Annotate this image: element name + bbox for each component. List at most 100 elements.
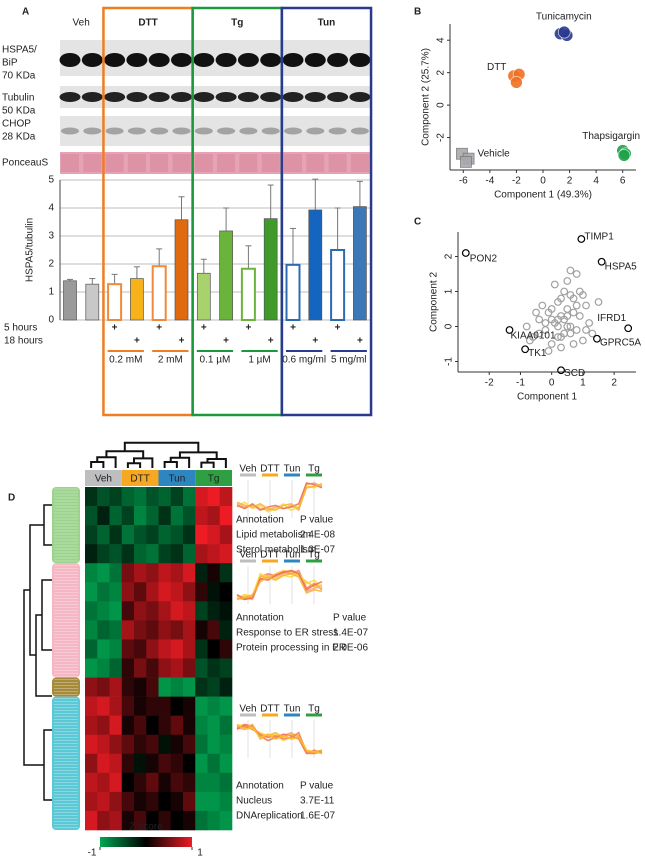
heatmap-cell	[146, 582, 159, 602]
heatmap-cell	[134, 506, 147, 526]
heatmap-cell	[158, 506, 172, 526]
heatmap-cell	[134, 582, 147, 602]
heatmap-cell	[109, 734, 123, 755]
group-label: Tun	[318, 18, 336, 29]
heatmap-cell	[207, 715, 221, 736]
heatmap-cell	[134, 791, 147, 812]
blot-band	[105, 127, 124, 135]
blot-band	[81, 53, 103, 67]
blot-band	[327, 53, 349, 67]
heatmap-cell	[134, 620, 147, 640]
heatmap-cell	[195, 753, 208, 774]
bar	[285, 263, 301, 321]
heatmap-cell	[146, 791, 159, 812]
heatmap-cell	[170, 620, 184, 640]
blot-band	[127, 127, 146, 135]
gene-label: KIAA0101	[511, 331, 556, 342]
point	[505, 326, 514, 334]
dendrogram	[90, 461, 105, 468]
heatmap-cell	[146, 639, 159, 659]
heatmap-cell	[158, 772, 172, 793]
heatmap-cell	[146, 696, 159, 716]
mini-group-label: Tun	[284, 704, 301, 715]
y-tick-label: 5	[48, 175, 54, 186]
ponceau-lane	[328, 154, 347, 172]
heatmap-cell	[183, 753, 196, 774]
mini-group-label: DTT	[260, 550, 279, 561]
heatmap-cell	[109, 563, 123, 583]
heatmap-cell	[97, 772, 110, 793]
heatmap-cell	[146, 658, 159, 678]
blot-label: 28 KDa	[2, 132, 36, 143]
blot-band	[150, 127, 169, 135]
heatmap-cell	[109, 601, 123, 621]
point	[569, 308, 578, 317]
annotation-term: Response to ER stress	[236, 628, 338, 639]
heatmap-cell	[97, 715, 110, 736]
heatmap-cell	[97, 810, 110, 831]
heatmap-cell	[121, 772, 135, 793]
heatmap-cell	[134, 544, 147, 564]
cluster-bar	[52, 677, 80, 697]
heatmap-cell	[121, 487, 135, 507]
point	[535, 315, 544, 324]
heatmap-cell	[219, 487, 233, 507]
heatmap-cell	[219, 563, 233, 583]
heatmap-cell	[158, 620, 172, 640]
x-tick-label: -2	[512, 176, 521, 187]
blot-band	[215, 53, 237, 67]
profile-line	[236, 569, 323, 601]
heatmap-cell	[97, 525, 110, 545]
heatmap-cell	[170, 639, 184, 659]
heatmap-cell	[207, 639, 221, 659]
point	[550, 280, 559, 289]
bar	[196, 272, 211, 321]
heatmap-cell	[195, 544, 208, 564]
dendrogram	[41, 579, 52, 651]
x-axis-label: Component 1	[517, 392, 577, 403]
heatmap-cell	[121, 582, 135, 602]
heatmap-cell	[158, 734, 172, 755]
mini-group-label: DTT	[260, 464, 279, 475]
heatmap-cell	[195, 715, 208, 736]
profile-line	[236, 483, 323, 512]
ponceau-lane	[306, 154, 325, 172]
ponceau-lane	[217, 154, 236, 172]
heatmap-cell	[207, 563, 221, 583]
point	[572, 326, 581, 334]
profile-line	[236, 725, 323, 755]
bar	[263, 218, 278, 321]
heatmap-cell	[158, 601, 172, 621]
heatmap-cell	[219, 601, 233, 621]
dendrogram	[126, 462, 142, 468]
heatmap-cell	[183, 639, 196, 659]
heatmap-cell	[109, 544, 123, 564]
heatmap-cell	[207, 772, 221, 793]
heatmap-cell	[183, 506, 196, 526]
heatmap-cell	[207, 506, 221, 526]
heatmap-cell	[207, 620, 221, 640]
heatmap-cell	[85, 791, 98, 812]
heatmap-cell	[183, 810, 196, 831]
heatmap-cell	[85, 582, 98, 602]
heatmap-cell	[109, 487, 123, 507]
x-tick-label: -6	[459, 176, 468, 187]
heatmap-cell	[85, 753, 98, 774]
point	[566, 322, 575, 331]
treatment-mark: +	[335, 323, 341, 334]
bar	[219, 230, 233, 321]
colorbar-label: Z score	[129, 822, 163, 833]
bar	[151, 265, 167, 321]
mini-group-label: Tun	[284, 550, 301, 561]
y-tick-label: 4	[48, 203, 54, 214]
heatmap-cell	[207, 487, 221, 507]
dendrogram	[43, 504, 52, 546]
heatmap-cell	[158, 487, 172, 507]
blot-background	[60, 116, 372, 146]
heatmap-cell	[97, 658, 110, 678]
dose-label: 5 mg/ml	[331, 355, 367, 366]
bar	[353, 206, 367, 321]
point	[510, 76, 523, 89]
heatmap-cell	[85, 544, 98, 564]
